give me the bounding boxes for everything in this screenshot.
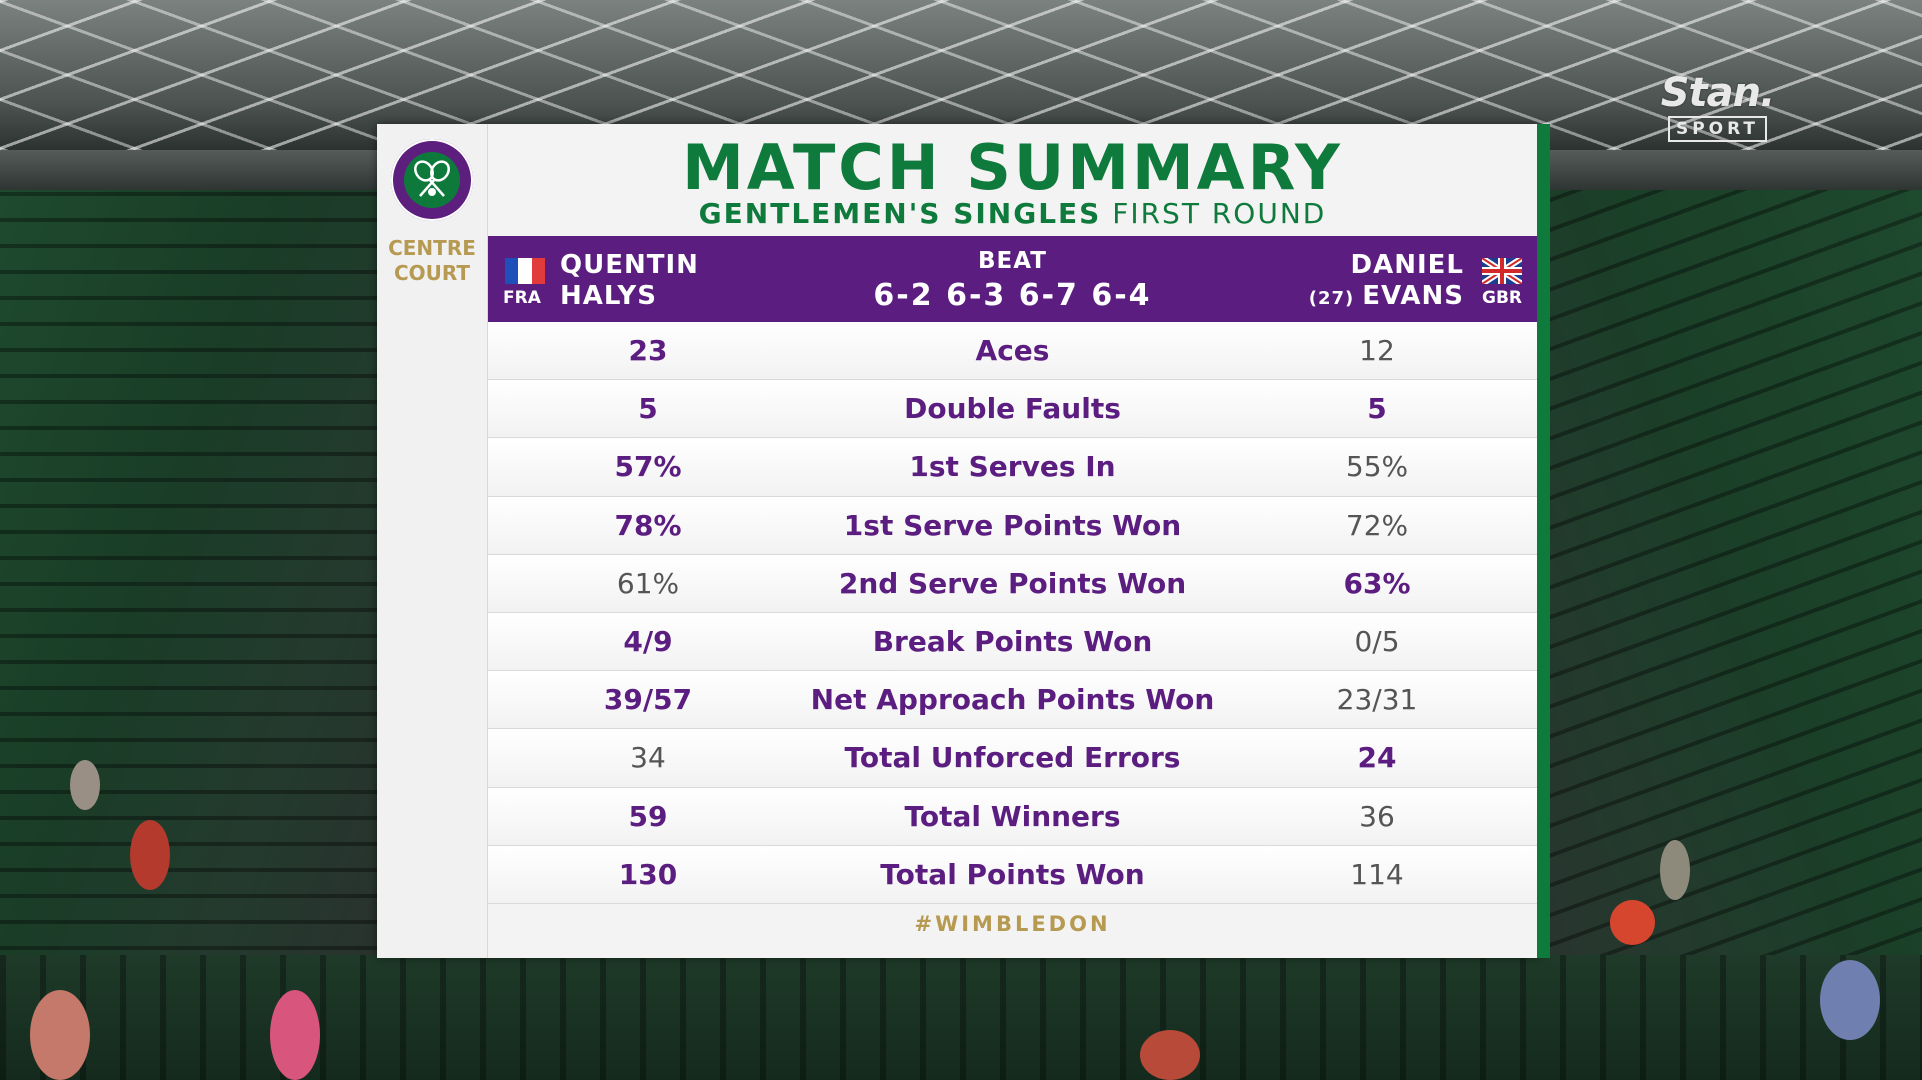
player1-stat-value: 34 [630, 741, 666, 775]
stat-label: Break Points Won [872, 624, 1153, 658]
player2-last-name: EVANS [1362, 281, 1464, 311]
player2-stat-value: 55% [1345, 450, 1409, 484]
summary-main: MATCH SUMMARY GENTLEMEN'S SINGLES FIRST … [488, 124, 1537, 958]
match-score: 6-2 6-3 6-7 6-4 [873, 278, 1152, 313]
player1-stat-value: 59 [628, 799, 668, 833]
match-summary-card: CENTRE COURT MATCH SUMMARY GENTLEMEN'S S… [377, 124, 1537, 958]
result-word: BEAT [978, 248, 1047, 274]
spectator [1610, 900, 1655, 945]
stat-label: Net Approach Points Won [810, 683, 1215, 717]
stat-row: 57% 1st Serves In 55% [488, 438, 1537, 497]
stat-label: 2nd Serve Points Won [838, 566, 1187, 600]
stat-row: 59 Total Winners 36 [488, 787, 1537, 846]
spectator [70, 760, 100, 810]
right-stand [1522, 190, 1922, 1080]
hashtag: #WIMBLEDON [914, 912, 1111, 936]
stat-row: 34 Total Unforced Errors 24 [488, 729, 1537, 788]
player2-stat-value: 12 [1359, 334, 1395, 367]
player2-stat-value: 0/5 [1354, 624, 1400, 658]
stat-label: 1st Serve Points Won [843, 508, 1182, 542]
player2-seed: (27) [1308, 288, 1355, 309]
event-subtitle: GENTLEMEN'S SINGLES FIRST ROUND [488, 197, 1537, 231]
spectator [270, 990, 320, 1080]
player1-stat-value: 130 [618, 857, 678, 891]
stat-label: Double Faults [904, 392, 1121, 426]
stat-row: 39/57 Net Approach Points Won 23/31 [488, 671, 1537, 730]
spectator [30, 990, 90, 1080]
player1-country: FRA [503, 288, 541, 308]
stat-row: 4/9 Break Points Won 0/5 [488, 612, 1537, 672]
match-result-bar: FRA QUENTIN HALYS BEAT 6-2 6-3 6-7 6-4 D… [488, 236, 1537, 322]
player2-stat-value: 72% [1345, 508, 1409, 542]
player1-stat-value: 4/9 [623, 624, 673, 658]
spectator [130, 820, 170, 890]
player2-name-line: (27) EVANS [1309, 281, 1464, 311]
spectator [1140, 1030, 1200, 1080]
court-line-1: CENTRE [388, 236, 476, 260]
stat-label: Total Unforced Errors [844, 741, 1181, 775]
stat-label: Aces [975, 334, 1050, 367]
stat-row: 5 Double Faults 5 [488, 380, 1537, 439]
event-name: GENTLEMEN'S SINGLES [698, 197, 1102, 230]
player2-stat-value: 24 [1357, 741, 1397, 775]
event-round: FIRST ROUND [1112, 197, 1327, 230]
stat-label: 1st Serves In [909, 450, 1116, 484]
spectator [1820, 960, 1880, 1040]
player2-stat-value: 5 [1367, 392, 1387, 426]
court-line-2: COURT [393, 261, 471, 285]
player2-first-name: DANIEL [1350, 250, 1464, 280]
broadcaster-logo: Stan. SPORT [1655, 72, 1780, 142]
player1-stat-value: 78% [614, 508, 682, 542]
stat-row: 23 Aces 12 [488, 322, 1537, 381]
broadcaster-name: Stan. [1660, 70, 1776, 116]
stat-row: 78% 1st Serve Points Won 72% [488, 496, 1537, 555]
player1-stat-value: 23 [628, 334, 668, 367]
player1-stat-value: 61% [616, 566, 680, 600]
bottom-stand [0, 955, 1922, 1080]
player1-last-name: HALYS [560, 281, 657, 311]
venue-panel: CENTRE COURT [377, 124, 488, 958]
player2-stat-value: 114 [1350, 857, 1404, 891]
left-stand [0, 190, 380, 1080]
broadcaster-sub: SPORT [1667, 116, 1768, 142]
player1-stat-value: 5 [638, 392, 658, 426]
court-name: CENTRE COURT [377, 236, 487, 286]
player2-country: GBR [1481, 288, 1522, 308]
player1-stat-value: 57% [614, 450, 682, 484]
player2-stat-value: 36 [1359, 799, 1395, 833]
spectator [1660, 840, 1690, 900]
player2-stat-value: 63% [1343, 566, 1411, 600]
stat-row: 61% 2nd Serve Points Won 63% [488, 554, 1537, 613]
page-title: MATCH SUMMARY [682, 131, 1343, 204]
wimbledon-emblem-icon [391, 139, 473, 221]
stat-label: Total Winners [904, 799, 1121, 833]
player1-first-name: QUENTIN [560, 250, 699, 280]
stat-row: 130 Total Points Won 114 [488, 845, 1537, 904]
uk-flag-icon [1482, 258, 1522, 284]
stats-table: 23 Aces 12 5 Double Faults 5 57% 1st Serves In 5… [488, 322, 1537, 904]
card-accent-edge [1537, 124, 1550, 958]
player2-stat-value: 23/31 [1336, 683, 1418, 717]
player1-stat-value: 39/57 [603, 683, 693, 717]
france-flag-icon [505, 258, 545, 284]
stat-label: Total Points Won [880, 857, 1145, 891]
